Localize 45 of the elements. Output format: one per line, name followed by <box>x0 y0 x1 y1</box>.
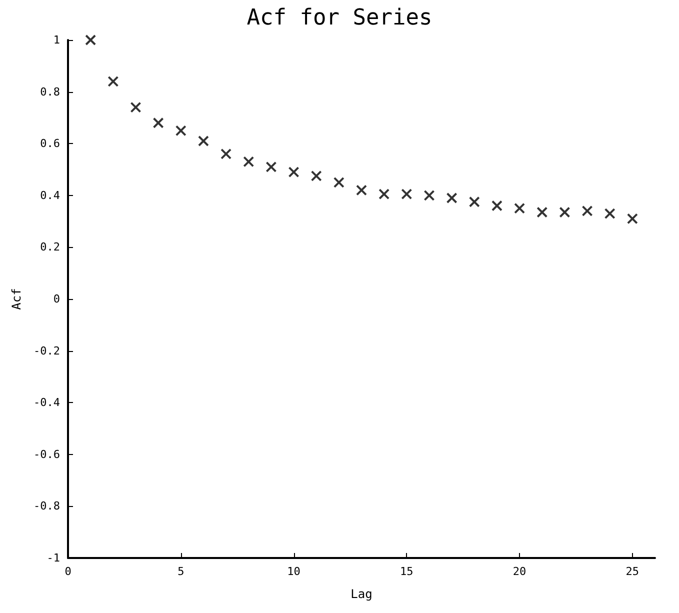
x-axis-title: Lag <box>350 587 372 601</box>
point <box>582 205 593 216</box>
y-tick-label: 0 <box>53 292 60 306</box>
point <box>604 208 616 220</box>
x-tick-label: 5 <box>178 565 184 578</box>
x-tick-label: 0 <box>64 565 72 578</box>
point <box>626 213 638 224</box>
point <box>266 161 277 172</box>
x-tick-label: 25 <box>626 565 640 578</box>
point <box>333 176 344 188</box>
y-axis-title: Acf <box>10 288 24 310</box>
x-tick-label: 15 <box>400 565 414 578</box>
point <box>85 34 96 46</box>
x-tick-label: 20 <box>512 565 526 578</box>
point <box>108 76 119 87</box>
point <box>536 206 548 218</box>
point <box>243 156 254 168</box>
y-tick-label: 0.8 <box>40 85 60 98</box>
point <box>559 206 570 218</box>
chart-title: Acf for Series <box>246 6 432 30</box>
y-tick-label: -0.8 <box>34 500 60 513</box>
point <box>401 188 412 200</box>
point <box>175 125 186 136</box>
point <box>198 136 209 147</box>
x-tick-label: 10 <box>287 565 300 578</box>
y-tick-label: 0.2 <box>40 240 60 254</box>
y-tick-label: -0.4 <box>34 396 60 410</box>
y-tick-label: -0.6 <box>34 448 60 461</box>
y-tick-label: 0.6 <box>40 137 60 150</box>
point <box>356 184 367 196</box>
y-tick-label: 1 <box>53 34 60 46</box>
point <box>424 190 435 201</box>
point <box>446 192 458 204</box>
point <box>130 102 142 113</box>
point <box>514 202 526 214</box>
point <box>491 200 502 212</box>
point <box>310 170 322 182</box>
point <box>220 148 232 160</box>
point <box>378 188 390 200</box>
y-tick-label: -0.2 <box>34 344 60 358</box>
point <box>288 166 300 178</box>
point <box>468 196 480 208</box>
y-tick-label: 0.4 <box>40 188 60 202</box>
point <box>152 117 164 128</box>
y-tick-label: -1 <box>46 552 60 564</box>
